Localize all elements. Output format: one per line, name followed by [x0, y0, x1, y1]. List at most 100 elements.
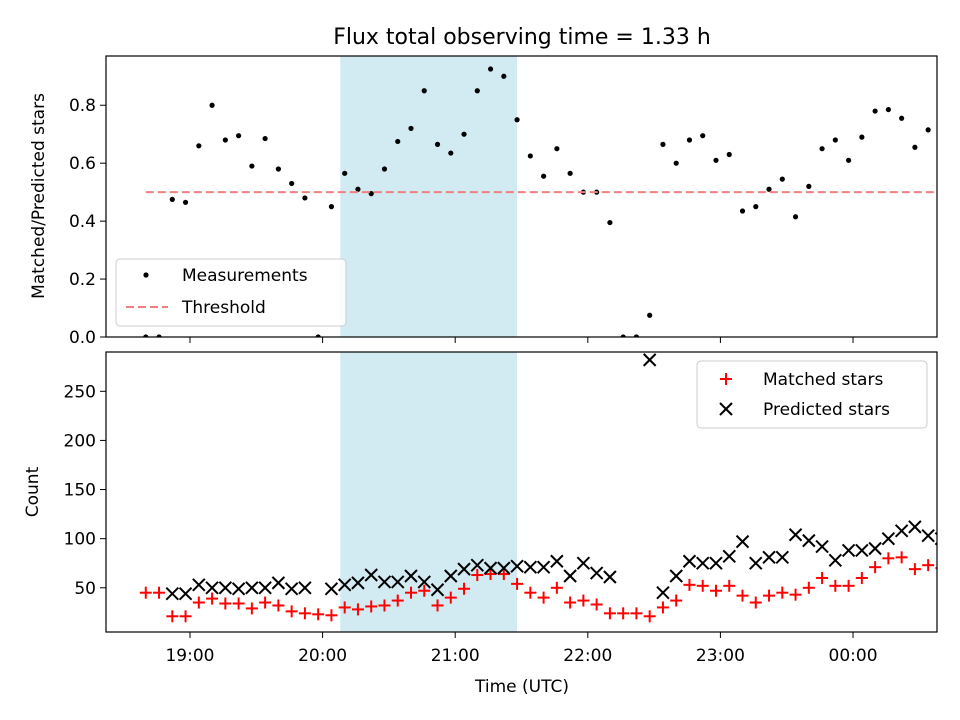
- matched-point: [656, 601, 669, 614]
- predicted-point-b: [682, 554, 697, 568]
- predicted-point: [762, 550, 776, 565]
- predicted-point: [603, 570, 617, 584]
- measurement-point: [527, 153, 533, 159]
- bottom-y-tick-label: 200: [64, 431, 96, 451]
- measurement-point: [567, 170, 573, 176]
- measurement-point: [899, 115, 905, 121]
- bottom-axes-frame: [105, 351, 938, 633]
- measurement-point: [541, 173, 547, 179]
- predicted-point-b: [589, 566, 604, 580]
- matched-point: [378, 599, 391, 612]
- x-tick-label: 23:00: [696, 646, 745, 666]
- predicted-point-b: [696, 556, 710, 570]
- matched-point: [338, 601, 351, 614]
- predicted-point-b: [881, 531, 896, 546]
- matched-point: [431, 599, 444, 612]
- top-y-tick-label: 0.8: [69, 96, 96, 116]
- matched-point: [272, 599, 285, 612]
- matched-point: [564, 596, 577, 609]
- measurement-point: [487, 66, 494, 72]
- measurement-point: [395, 138, 401, 145]
- top-y-tick-label: 0.0: [69, 328, 96, 348]
- measurement-point: [474, 88, 480, 94]
- x-tick-label: 00:00: [829, 646, 878, 666]
- predicted-point: [271, 576, 286, 590]
- matched-point: [484, 568, 497, 581]
- matched-point: [285, 605, 298, 618]
- predicted-point-b: [722, 549, 736, 564]
- predicted-point: [470, 558, 485, 572]
- predicted-point-b: [510, 559, 524, 573]
- top-shaded-interval: [340, 56, 518, 337]
- predicted-point: [377, 575, 392, 589]
- matched-point: [497, 568, 510, 581]
- matched-point: [245, 602, 258, 615]
- predicted-point-b: [391, 575, 405, 589]
- predicted-point-b: [165, 586, 180, 601]
- matched-point: [524, 586, 537, 599]
- legend-measurements-label: Measurements: [182, 266, 308, 286]
- matched-point: [550, 581, 563, 594]
- matched-point: [882, 552, 895, 565]
- measurement-point: [342, 170, 348, 176]
- matched-point: [365, 600, 378, 613]
- x-tick-label: 19:00: [165, 646, 214, 666]
- measurement-point: [726, 151, 732, 158]
- predicted-point: [444, 569, 458, 583]
- top-y-tick-label: 0.6: [69, 154, 96, 174]
- measurement-point: [315, 334, 321, 337]
- predicted-point-b: [894, 524, 909, 538]
- matched-point: [312, 608, 325, 621]
- measurement-point: [620, 334, 626, 337]
- measurement-point: [196, 143, 202, 149]
- predicted-point: [258, 581, 272, 595]
- predicted-point: [337, 578, 352, 592]
- top-y-tick-label: 0.2: [69, 270, 96, 290]
- predicted-point-b: [218, 581, 233, 595]
- predicted-point-b: [550, 554, 564, 568]
- measurement-point: [302, 195, 308, 201]
- predicted-point-b: [762, 550, 776, 565]
- predicted-point-b: [749, 556, 763, 570]
- predicted-point: [245, 581, 259, 595]
- predicted-point-b: [430, 583, 445, 597]
- predicted-point-b: [802, 533, 816, 548]
- matched-point: [232, 597, 245, 610]
- legend-matched-label: Matched stars: [763, 370, 883, 390]
- top-axes-frame: [105, 55, 938, 338]
- predicted-point: [483, 561, 498, 575]
- predicted-point-b: [828, 553, 843, 567]
- predicted-point: [749, 556, 763, 570]
- measurement-point: [169, 196, 175, 202]
- predicted-point: [868, 541, 882, 556]
- bottom-marks: [139, 353, 937, 623]
- measurement-point: [832, 137, 838, 143]
- matched-point: [537, 591, 550, 604]
- predicted-point: [682, 554, 697, 568]
- predicted-point: [457, 562, 471, 576]
- top-plot-area: 0.0 0.2 0.4 0.6 0.8: [69, 55, 938, 348]
- predicted-point: [894, 524, 909, 538]
- predicted-point: [165, 586, 180, 601]
- predicted-point: [192, 578, 206, 592]
- top-y-axis-label: Matched/Predicted stars: [29, 93, 49, 299]
- predicted-point: [656, 585, 670, 600]
- matched-point: [736, 589, 749, 602]
- predicted-point-b: [735, 534, 750, 549]
- predicted-point-b: [841, 543, 856, 558]
- predicted-point-b: [284, 582, 299, 596]
- bottom-y-tick-label: 50: [74, 579, 96, 599]
- bottom-legend: Matched stars Predicted stars: [696, 360, 928, 429]
- legend-predicted-label: Predicted stars: [763, 400, 890, 420]
- predicted-point-b: [788, 528, 803, 542]
- measurement-point: [792, 214, 799, 220]
- measurement-point: [408, 125, 414, 132]
- predicted-point: [178, 586, 193, 601]
- predicted-point-b: [536, 560, 551, 574]
- matched-point: [458, 582, 471, 595]
- measurement-point: [209, 102, 215, 108]
- legend-predicted-marker: [719, 402, 733, 416]
- measurement-point: [872, 108, 878, 114]
- predicted-point-b: [656, 585, 670, 600]
